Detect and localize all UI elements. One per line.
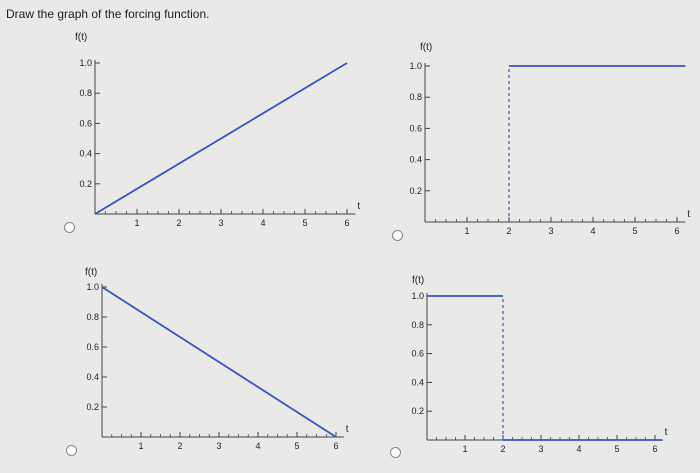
x-tick-label: 4 [590,226,595,236]
y-tick-label: 0.8 [79,88,92,98]
x-tick-label: 4 [255,441,260,451]
y-tick-label: 0.6 [409,123,422,133]
x-tick-label: 6 [674,226,679,236]
option-a-radio[interactable] [64,222,75,233]
y-tick-label: 1.0 [79,58,92,68]
y-tick-label: 0.2 [79,179,92,189]
y-tick-label: 0.8 [409,92,422,102]
y-tick-label: 0.8 [86,312,99,322]
x-tick-label: 5 [632,226,637,236]
x-axis-label: t [357,201,360,212]
y-tick-label: 0.2 [86,402,99,412]
x-tick-label: 3 [218,218,223,228]
x-tick-label: 3 [538,444,543,454]
option-b-radio[interactable] [392,230,403,241]
x-tick-label: 5 [294,441,299,451]
x-tick-label: 1 [462,444,467,454]
y-tick-label: 1.0 [409,61,422,71]
x-tick-label: 2 [177,441,182,451]
y-tick-label: 1.0 [86,282,99,292]
y-tick-label: 0.2 [409,186,422,196]
x-axis-label: t [665,427,668,438]
x-axis-label: t [346,424,349,435]
y-tick-label: 1.0 [411,291,424,301]
x-tick-label: 2 [176,218,181,228]
question-text: Draw the graph of the forcing function. [6,7,210,21]
x-tick-label: 1 [134,218,139,228]
y-tick-label: 0.6 [86,342,99,352]
x-axis-label: t [687,209,690,220]
y-tick-label: 0.4 [409,155,422,165]
y-tick-label: 0.4 [411,377,424,387]
x-tick-label: 3 [216,441,221,451]
x-tick-label: 6 [652,444,657,454]
y-tick-label: 0.8 [411,320,424,330]
option-c-radio[interactable] [66,445,77,456]
x-tick-label: 6 [344,218,349,228]
x-tick-label: 3 [548,226,553,236]
x-tick-label: 5 [302,218,307,228]
x-tick-label: 5 [614,444,619,454]
x-tick-label: 6 [333,441,338,451]
x-tick-label: 1 [464,226,469,236]
y-tick-label: 0.4 [79,149,92,159]
y-tick-label: 0.6 [79,118,92,128]
y-tick-label: 0.2 [411,406,424,416]
series-line [94,62,348,215]
x-tick-label: 2 [506,226,511,236]
y-axis-label: f(t) [85,267,97,278]
x-tick-label: 2 [500,444,505,454]
series-line [101,286,337,438]
y-tick-label: 0.6 [411,349,424,359]
y-axis-label: f(t) [412,275,424,286]
y-axis-label: f(t) [420,42,432,53]
y-tick-label: 0.4 [86,372,99,382]
x-tick-label: 1 [138,441,143,451]
y-axis-label: f(t) [75,32,87,43]
x-tick-label: 4 [576,444,581,454]
option-d-radio[interactable] [390,447,401,458]
x-tick-label: 4 [260,218,265,228]
